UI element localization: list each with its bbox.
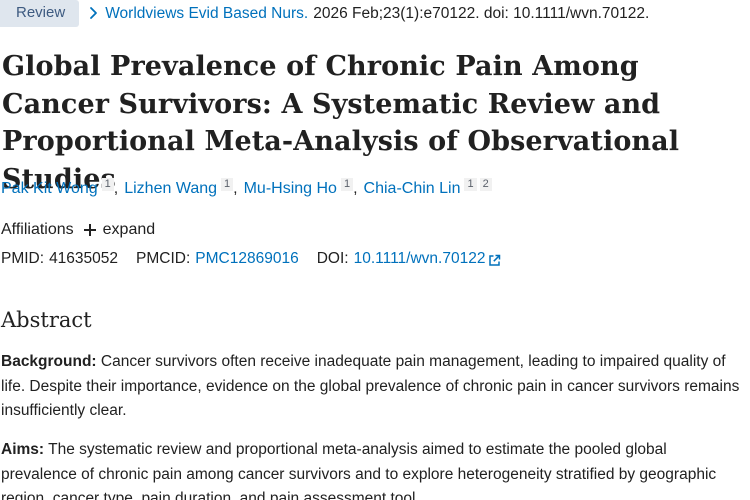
plus-icon — [83, 224, 96, 236]
chevron-right-icon[interactable] — [85, 3, 103, 23]
affiliation-ref[interactable]: 1 — [464, 178, 477, 191]
author-separator: , — [233, 180, 238, 197]
citation-text: 2026 Feb;23(1):e70122. doi: 10.1111/wvn.… — [313, 5, 650, 22]
affiliations-row: Affiliations expand — [1, 221, 155, 239]
author-link[interactable]: Lizhen Wang — [124, 180, 218, 197]
pmid-label: PMID: — [1, 250, 45, 267]
expand-affiliations-button[interactable]: expand — [83, 221, 156, 239]
section-text: The systematic review and proportional m… — [1, 441, 717, 500]
author-separator: , — [353, 180, 358, 197]
author-link[interactable]: Mu-Hsing Ho — [243, 180, 337, 197]
section-label: Aims: — [1, 441, 45, 458]
affiliation-ref[interactable]: 1 — [101, 178, 114, 191]
author-link[interactable]: Pak Kit Wong — [1, 180, 98, 197]
pmid-value: 41635052 — [49, 250, 119, 267]
author-separator: , — [113, 180, 119, 197]
doi-link[interactable]: 10.1111/wvn.70122 — [353, 250, 486, 267]
expand-label: expand — [102, 221, 156, 238]
identifiers-row: PMID: 41635052 PMCID: PMC12869016 DOI: 1… — [1, 250, 501, 268]
affiliation-ref[interactable]: 1 — [221, 178, 234, 191]
abstract-aims: Aims: The systematic review and proporti… — [1, 438, 741, 500]
pmcid-link[interactable]: PMC12869016 — [195, 250, 299, 267]
publication-meta: Review Worldviews Evid Based Nurs. 2026 … — [0, 0, 649, 28]
section-text: Cancer survivors often receive inadequat… — [1, 353, 740, 419]
journal-link[interactable]: Worldviews Evid Based Nurs. — [105, 5, 309, 22]
section-label: Background: — [1, 353, 97, 370]
affiliations-label: Affiliations — [1, 221, 74, 238]
pmcid-label: PMCID: — [136, 250, 191, 267]
author-link[interactable]: Chia-Chin Lin — [363, 180, 461, 197]
publication-type-badge: Review — [0, 0, 80, 27]
external-link-icon[interactable] — [488, 254, 501, 267]
article-title: Global Prevalence of Chronic Pain Among … — [2, 51, 680, 195]
abstract-heading: Abstract — [1, 308, 92, 332]
authors-list: Pak Kit Wong 1 , Lizhen Wang 1 , Mu-Hsin… — [1, 178, 492, 198]
abstract-background: Background: Cancer survivors often recei… — [1, 350, 741, 424]
affiliation-ref[interactable]: 2 — [479, 178, 492, 191]
doi-label: DOI: — [316, 250, 349, 267]
affiliation-ref[interactable]: 1 — [340, 178, 354, 191]
